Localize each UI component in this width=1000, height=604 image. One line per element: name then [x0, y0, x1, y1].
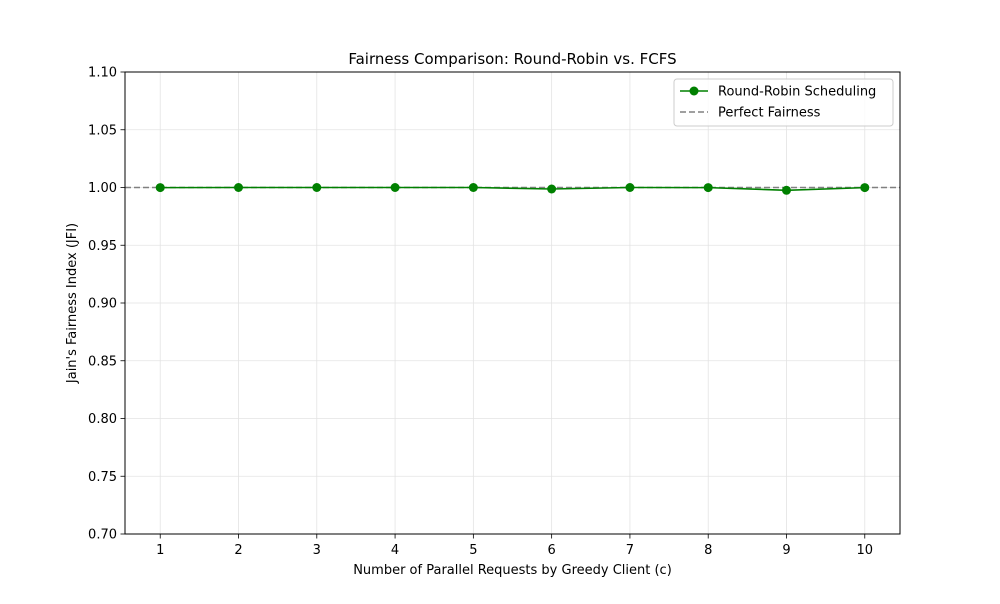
x-tick-label: 8 [704, 543, 712, 558]
y-tick-label: 1.10 [88, 66, 117, 81]
y-tick-label: 1.05 [88, 123, 117, 138]
round-robin-point [703, 183, 713, 193]
legend-label-perfect-fairness: Perfect Fairness [718, 106, 821, 121]
y-tick-label: 1.00 [88, 181, 117, 196]
chart-title: Fairness Comparison: Round-Robin vs. FCF… [348, 50, 676, 68]
legend-label-round-robin: Round-Robin Scheduling [718, 85, 876, 100]
x-tick-label: 2 [234, 543, 242, 558]
round-robin-series-line [160, 186, 865, 192]
y-tick-label: 0.80 [88, 412, 117, 427]
round-robin-point [155, 183, 165, 193]
round-robin-point [547, 184, 557, 194]
y-tick-label: 0.75 [88, 470, 117, 485]
x-tick-label: 1 [156, 543, 164, 558]
round-robin-point [860, 183, 870, 193]
legend-marker-round-robin [689, 86, 699, 96]
legend: Round-Robin Scheduling Perfect Fairness [673, 78, 894, 127]
x-tick-label: 7 [626, 543, 634, 558]
x-axis-ticks: 1 2 3 4 5 6 7 8 9 10 [156, 534, 873, 558]
round-robin-point [468, 183, 478, 192]
x-axis-label: Number of Parallel Requests by Greedy Cl… [353, 563, 672, 578]
x-tick-label: 3 [313, 543, 321, 558]
x-tick-label: 10 [856, 543, 873, 558]
y-axis-label: Jain's Fairness Index (JFI) [65, 223, 80, 384]
x-tick-label: 4 [391, 543, 399, 558]
y-tick-label: 0.95 [88, 239, 117, 254]
round-robin-point [312, 183, 322, 192]
y-tick-label: 0.85 [88, 354, 117, 369]
x-tick-label: 6 [548, 543, 556, 558]
series-layer [155, 183, 870, 195]
legend-box [673, 78, 894, 127]
round-robin-point [390, 183, 400, 192]
y-tick-label: 0.70 [88, 528, 117, 543]
round-robin-point [625, 183, 635, 192]
x-tick-label: 9 [782, 543, 790, 558]
grid [125, 71, 900, 535]
y-axis-ticks: 0.70 0.75 0.80 0.85 0.90 0.95 1.00 1.05 1.10 [88, 66, 125, 543]
round-robin-point [234, 183, 244, 192]
y-tick-label: 0.90 [88, 297, 117, 312]
round-robin-point [781, 185, 791, 195]
x-tick-label: 5 [469, 543, 477, 558]
